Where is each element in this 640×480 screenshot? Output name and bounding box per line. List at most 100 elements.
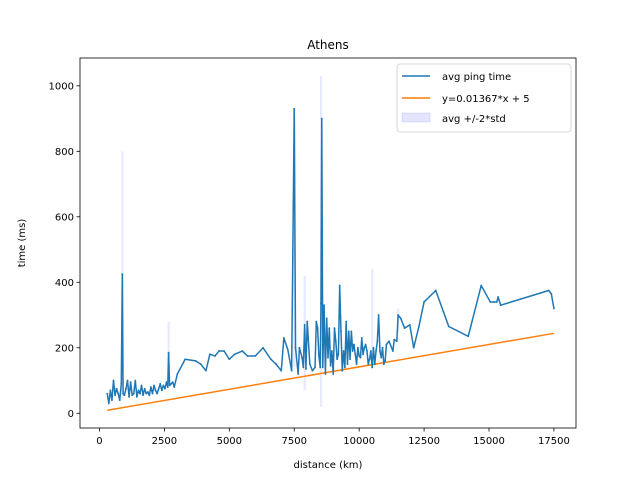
data-point [114, 394, 116, 397]
data-point [153, 384, 155, 387]
data-point [241, 350, 244, 352]
data-point [301, 356, 303, 359]
data-point [392, 350, 394, 352]
y-tick-label: 200 [55, 343, 74, 354]
data-point [262, 346, 264, 349]
data-point [338, 284, 341, 287]
data-point [302, 366, 305, 369]
data-point [109, 389, 112, 392]
x-tick-label: 7500 [282, 436, 307, 447]
data-point [280, 369, 283, 372]
data-point [372, 346, 375, 349]
data-point [223, 350, 226, 352]
legend-label-avg: avg ping time [442, 72, 511, 83]
data-point [151, 392, 154, 395]
fit-line-path [107, 332, 555, 412]
data-point [547, 289, 550, 292]
data-point [385, 343, 388, 346]
y-axis: 0 200 400 600 800 1000 [49, 81, 80, 420]
data-point [118, 399, 121, 402]
data-point [349, 358, 351, 361]
std-band-spike-5 [371, 269, 374, 361]
data-point [246, 355, 249, 357]
data-point [176, 373, 179, 375]
data-point [499, 304, 502, 307]
data-point [480, 284, 483, 287]
data-point [294, 346, 297, 349]
data-point [233, 353, 236, 356]
data-point [489, 301, 492, 303]
fit-line [107, 332, 555, 412]
data-point [353, 343, 355, 346]
data-point [375, 350, 377, 352]
data-point [341, 369, 344, 372]
chart-title: Athens [307, 38, 349, 52]
data-point [360, 337, 363, 339]
data-point [134, 379, 137, 382]
data-point [550, 292, 553, 295]
data-point [122, 392, 125, 395]
data-point [120, 382, 123, 385]
data-point [336, 358, 338, 361]
data-point [157, 387, 160, 390]
data-point [355, 363, 358, 366]
data-point [328, 327, 331, 330]
data-point [553, 307, 555, 310]
data-point [168, 384, 171, 387]
data-point [377, 314, 380, 316]
data-point [115, 387, 118, 390]
data-point [346, 363, 349, 366]
x-axis: 0 2500 5000 7500 10000 12500 15000 17500 [96, 428, 570, 447]
data-point [399, 317, 402, 320]
data-point [356, 346, 359, 349]
data-point [218, 350, 220, 352]
x-tick-label: 5000 [217, 436, 242, 447]
data-point [369, 350, 372, 352]
data-point [298, 346, 301, 349]
data-point [293, 107, 296, 110]
data-point [417, 325, 420, 328]
x-tick-label: 10000 [343, 436, 375, 447]
data-point [327, 356, 329, 359]
data-point [359, 356, 362, 359]
avg-ping-line [106, 107, 555, 405]
data-point [131, 394, 134, 397]
x-tick-label: 15000 [473, 436, 505, 447]
x-tick-label: 2500 [152, 436, 177, 447]
y-tick-label: 1000 [49, 81, 74, 92]
data-point [148, 394, 151, 397]
data-point [403, 327, 406, 330]
data-point [320, 117, 323, 120]
data-point [111, 399, 113, 402]
data-point [275, 363, 277, 366]
data-point [314, 366, 316, 369]
y-tick-label: 0 [68, 409, 74, 420]
data-point [380, 356, 383, 359]
data-point [333, 327, 336, 330]
data-point [112, 379, 115, 382]
data-point [170, 382, 173, 385]
data-point [305, 368, 307, 370]
x-tick-label: 12500 [408, 436, 440, 447]
data-point [154, 389, 157, 392]
data-point [364, 343, 367, 346]
data-point [166, 386, 169, 388]
data-point [366, 350, 368, 352]
x-tick-label: 17500 [538, 436, 570, 447]
x-tick-label: 0 [96, 436, 102, 447]
data-point [306, 320, 309, 323]
legend-swatch-band [401, 112, 431, 123]
data-point [165, 381, 168, 384]
data-point [145, 392, 148, 395]
data-point [156, 392, 159, 395]
data-point [434, 289, 437, 292]
data-point [311, 369, 314, 372]
data-point [467, 335, 470, 338]
y-axis-label: time (ms) [17, 219, 28, 268]
data-point [347, 330, 350, 333]
data-point [368, 358, 371, 361]
data-point [171, 381, 174, 384]
data-point [286, 348, 289, 351]
data-point [495, 301, 498, 303]
